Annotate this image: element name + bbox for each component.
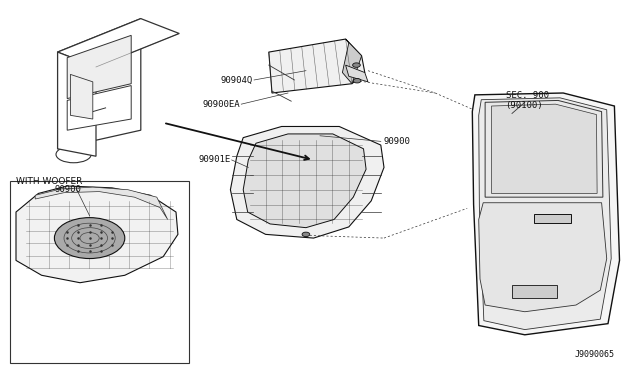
Circle shape (54, 218, 125, 259)
Polygon shape (479, 203, 607, 312)
Text: 90904Q: 90904Q (221, 76, 253, 84)
Text: 90900: 90900 (54, 185, 81, 194)
Bar (10, 181, 189, 363)
Polygon shape (70, 74, 93, 119)
Polygon shape (58, 19, 141, 149)
Polygon shape (243, 134, 366, 228)
Text: 90900EA: 90900EA (202, 100, 240, 109)
Circle shape (353, 78, 361, 83)
Polygon shape (346, 65, 368, 82)
Circle shape (353, 63, 360, 67)
Polygon shape (58, 52, 96, 156)
Text: 90900: 90900 (384, 137, 411, 146)
Polygon shape (485, 100, 603, 197)
Polygon shape (512, 285, 557, 298)
Polygon shape (479, 98, 611, 330)
Circle shape (302, 232, 310, 237)
Polygon shape (35, 187, 168, 219)
Polygon shape (16, 186, 178, 283)
Polygon shape (269, 39, 365, 93)
Polygon shape (67, 35, 131, 99)
Text: WITH WOOFER: WITH WOOFER (16, 177, 83, 186)
Polygon shape (342, 39, 362, 84)
Polygon shape (67, 86, 131, 130)
Text: 90901E: 90901E (198, 155, 230, 164)
Polygon shape (472, 93, 620, 335)
Polygon shape (534, 214, 571, 223)
Polygon shape (58, 19, 179, 67)
Text: J9090065: J9090065 (575, 350, 614, 359)
Text: SEC. 900
(90100): SEC. 900 (90100) (506, 91, 548, 110)
Polygon shape (492, 104, 597, 193)
Polygon shape (230, 126, 384, 238)
